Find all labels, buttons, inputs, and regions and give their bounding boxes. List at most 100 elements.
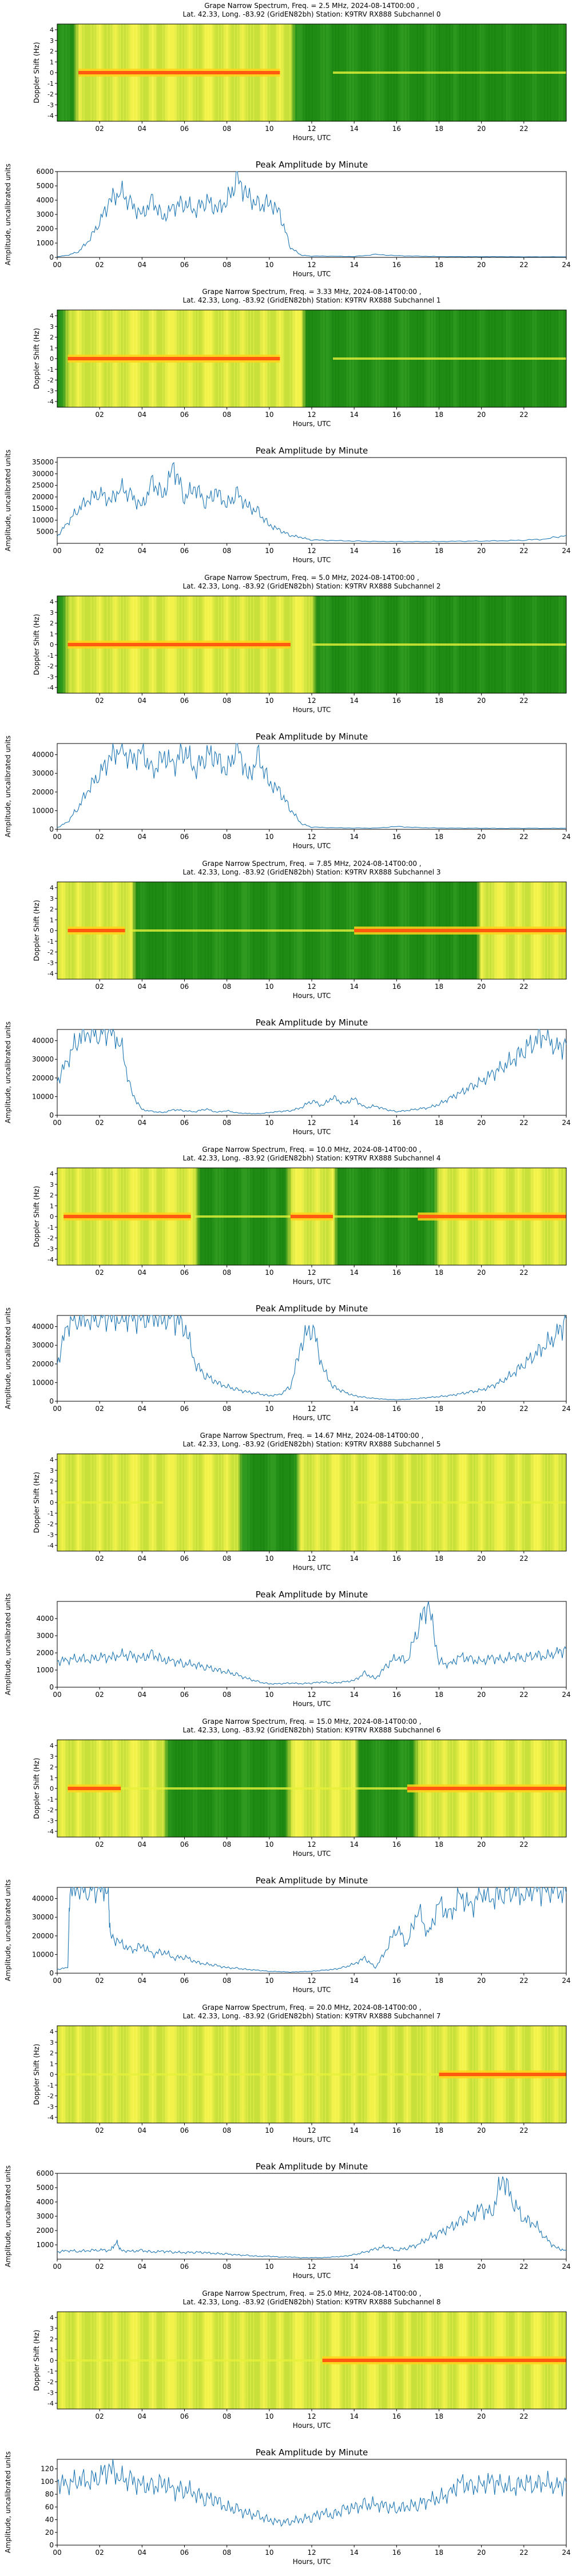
spectrum-ytick-label: 1	[50, 344, 54, 352]
spectrum-xtick-label: 20	[477, 983, 486, 991]
spectrum-xtick-label: 06	[180, 983, 189, 991]
amplitude-xtick-label: 20	[477, 2263, 486, 2271]
spectrogram-streak	[292, 310, 294, 407]
amplitude-xtick-label: 04	[138, 1691, 146, 1699]
spectrum-xtick-label: 18	[435, 2412, 443, 2420]
spectrum-xtick-label: 18	[435, 2126, 443, 2134]
spectrogram-streak	[263, 1454, 264, 1551]
spectrum-xtick-label: 14	[350, 983, 359, 991]
spectrum-ytick-label: 1	[50, 916, 54, 924]
amplitude-ytick-label: 6000	[36, 2169, 54, 2177]
amplitude-xtick-label: 18	[435, 2549, 443, 2557]
carrier-trace-hot	[290, 1215, 333, 1218]
spectrum-ytick-label: 2	[50, 620, 54, 627]
amplitude-ytick-label: 20000	[32, 1360, 54, 1368]
amplitude-xtick-label: 22	[519, 547, 528, 555]
spectrum-xtick-label: 06	[180, 1555, 189, 1563]
amplitude-xtick-label: 14	[350, 1119, 359, 1127]
spectrum-title-line1: Grape Narrow Spectrum, Freq. = 15.0 MHz,…	[202, 1718, 421, 1726]
amplitude-ytick-label: 30000	[32, 470, 54, 478]
amplitude-xtick-label: 18	[435, 261, 443, 269]
spectrum-ytick-label: -2	[47, 1235, 54, 1242]
amplitude-series-line	[57, 462, 567, 543]
amplitude-xtick-label: 10	[265, 833, 273, 841]
amplitude-xtick-label: 00	[53, 833, 61, 841]
spectrogram-streak	[64, 882, 66, 979]
spectrogram-streak	[253, 1454, 255, 1551]
spectrum-xtick-label: 08	[223, 983, 231, 991]
spectrum-xtick-label: 02	[96, 1555, 104, 1563]
spectrogram-streak	[324, 1454, 326, 1551]
spectrogram-streak	[295, 596, 297, 693]
amplitude-xtick-label: 12	[307, 1977, 316, 1985]
spectrum-xtick-label: 10	[265, 2412, 273, 2420]
amplitude-xtick-label: 20	[477, 261, 486, 269]
spectrogram-streak	[57, 1168, 58, 1265]
spectrogram-streak	[312, 1454, 313, 1551]
spectrogram-streak	[178, 1454, 180, 1551]
amplitude-ytick-label: 30000	[32, 1341, 54, 1349]
spectrum-ytick-label: -3	[47, 2103, 54, 2110]
spectrum-ylabel: Doppler Shift (Hz)	[33, 42, 41, 103]
spectrum-ylabel: Doppler Shift (Hz)	[33, 1758, 41, 1819]
spectrogram-streak	[67, 24, 69, 121]
amplitude-xtick-label: 16	[392, 261, 401, 269]
spectrum-xtick-label: 06	[180, 2126, 189, 2134]
amplitude-ytick-label: 120	[41, 2465, 54, 2473]
amplitude-xtick-label: 06	[180, 1977, 189, 1985]
amplitude-xtick-label: 04	[138, 2263, 146, 2271]
spectrum-xtick-label: 20	[477, 697, 486, 705]
spectrum-xtick-label: 02	[96, 2126, 104, 2134]
spectrogram-streak	[289, 1454, 291, 1551]
spectrogram-streak	[279, 310, 281, 407]
spectrum-ytick-label: -4	[47, 2114, 54, 2121]
spectrum-xtick-label: 16	[392, 125, 401, 133]
spectrum-ytick-label: 0	[50, 2071, 54, 2078]
spectrogram-streak	[234, 1454, 235, 1551]
spectrum-ytick-label: -3	[47, 673, 54, 681]
spectrum-title-line1: Grape Narrow Spectrum, Freq. = 2.5 MHz, …	[204, 2, 419, 10]
spectrum-ytick-label: -3	[47, 101, 54, 109]
amplitude-plot-area	[57, 457, 567, 544]
spectrum-xtick-label: 04	[138, 1269, 146, 1277]
spectrum-ytick-label: -4	[47, 398, 54, 406]
amplitude-xtick-label: 06	[180, 1691, 189, 1699]
amplitude-plot-area	[57, 1315, 567, 1402]
amplitude-ytick-label: 20000	[32, 493, 54, 501]
spectrogram-streak	[77, 24, 79, 121]
spectrum-xtick-label: 08	[223, 2126, 231, 2134]
spectrogram-streak	[319, 24, 320, 121]
amplitude-xtick-label: 16	[392, 547, 401, 555]
spectrogram-streak	[194, 1454, 196, 1551]
spectrum-ytick-label: 2	[50, 2336, 54, 2343]
spectrum-ytick-label: -2	[47, 2379, 54, 2386]
spectrum-title-line2: Lat. 42.33, Long. -83.92 (GridEN82bh) St…	[182, 868, 440, 876]
spectrogram-streak	[332, 24, 333, 121]
amplitude-xtick-label: 08	[223, 1405, 231, 1413]
amplitude-xtick-label: 02	[96, 1691, 104, 1699]
amplitude-ytick-label: 40000	[32, 1895, 54, 1903]
spectrum-ytick-label: -1	[47, 938, 54, 945]
amplitude-xtick-label: 24	[562, 2263, 570, 2271]
amplitude-xtick-label: 14	[350, 1977, 359, 1985]
spectrum-xlabel: Hours, UTC	[293, 134, 331, 142]
carrier-trace-hot	[63, 1215, 191, 1218]
spectrogram-streak	[308, 24, 310, 121]
spectrum-xtick-label: 22	[519, 1269, 528, 1277]
amplitude-title: Peak Amplitude by Minute	[256, 446, 368, 456]
spectrum-ytick-label: 0	[50, 927, 54, 935]
spectrogram-streak	[292, 24, 294, 121]
amplitude-title: Peak Amplitude by Minute	[256, 1303, 368, 1314]
spectrum-xlabel: Hours, UTC	[293, 2422, 331, 2430]
amplitude-xtick-label: 18	[435, 833, 443, 841]
amplitude-ytick-label: 5000	[36, 528, 54, 536]
spectrogram-streak	[57, 24, 58, 121]
spectrum-ytick-label: 0	[50, 1499, 54, 1506]
spectrum-xtick-label: 08	[223, 1269, 231, 1277]
spectrum-xtick-label: 16	[392, 697, 401, 705]
amplitude-xtick-label: 14	[350, 2263, 359, 2271]
amplitude-plot-area	[57, 743, 567, 830]
spectrum-ytick-label: 4	[50, 1742, 54, 1750]
spectrum-ytick-label: 1	[50, 630, 54, 638]
